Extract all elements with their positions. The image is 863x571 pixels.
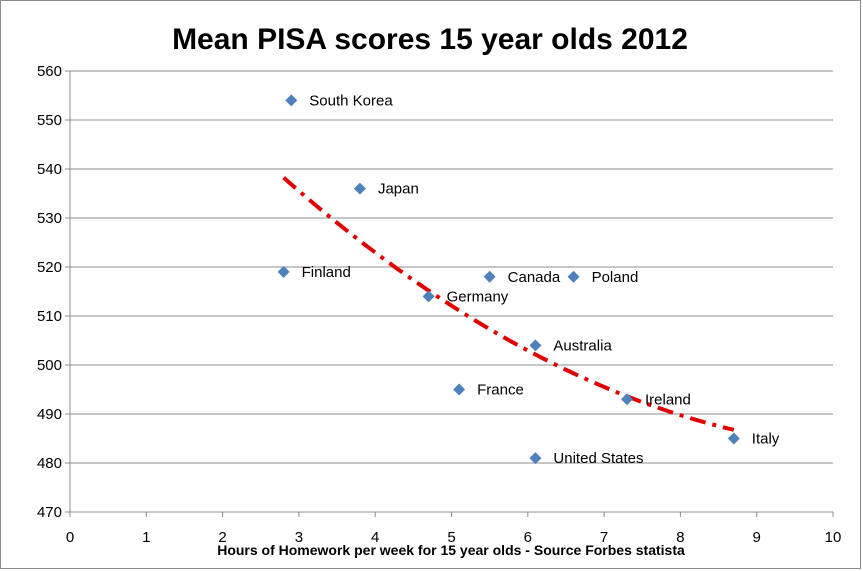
- x-tick-label-1: 1: [142, 529, 150, 546]
- y-tick-label-550: 550: [37, 112, 62, 129]
- point-label-japan: Japan: [378, 181, 419, 198]
- y-tick-label-510: 510: [37, 308, 62, 325]
- x-tick-label-4: 4: [371, 529, 379, 546]
- data-points: South Korea Japan Finland Canada Poland Germa…: [277, 92, 780, 467]
- point-label-finland: Finland: [302, 264, 351, 281]
- x-tick-label-3: 3: [295, 529, 303, 546]
- trendline: [282, 176, 735, 432]
- trendline-path: [282, 176, 735, 432]
- point-label-italy: Italy: [752, 431, 780, 448]
- point-label-united-states: United States: [553, 450, 643, 467]
- x-tick-label-5: 5: [447, 529, 455, 546]
- axes: 470 480 490 500 510 520 530 540 550 560 0 1 2 3 4 5 6 7 8 9…: [37, 63, 841, 546]
- point-poland: [567, 270, 580, 283]
- y-tick-label-540: 540: [37, 161, 62, 178]
- x-tick-label-8: 8: [676, 529, 684, 546]
- point-finland: [277, 265, 290, 278]
- point-australia: [529, 339, 542, 352]
- x-tick-label-10: 10: [825, 529, 842, 546]
- point-japan: [353, 182, 366, 195]
- point-france: [453, 383, 466, 396]
- point-label-germany: Germany: [447, 288, 509, 305]
- point-canada: [483, 270, 496, 283]
- x-axis-label: Hours of Homework per week for 15 year o…: [217, 542, 685, 558]
- y-tick-label-560: 560: [37, 63, 62, 80]
- point-italy: [727, 432, 740, 445]
- point-label-ireland: Ireland: [645, 391, 691, 408]
- point-label-poland: Poland: [592, 269, 639, 286]
- point-label-australia: Australia: [553, 337, 612, 354]
- point-south-korea: [285, 94, 298, 107]
- point-label-canada: Canada: [508, 269, 561, 286]
- point-ireland: [620, 393, 633, 406]
- y-tick-label-480: 480: [37, 455, 62, 472]
- x-tick-label-0: 0: [66, 529, 74, 546]
- y-tick-label-470: 470: [37, 504, 62, 521]
- point-label-south-korea: South Korea: [309, 92, 393, 109]
- y-tick-label-500: 500: [37, 357, 62, 374]
- x-tick-label-7: 7: [600, 529, 608, 546]
- y-tick-label-490: 490: [37, 406, 62, 423]
- gridlines: [70, 70, 833, 464]
- y-tick-label-530: 530: [37, 210, 62, 227]
- y-tick-label-520: 520: [37, 259, 62, 276]
- x-tick-label-9: 9: [753, 529, 761, 546]
- point-united-states: [529, 452, 542, 465]
- chart-title: Mean PISA scores 15 year olds 2012: [172, 23, 688, 56]
- x-tick-label-2: 2: [218, 529, 226, 546]
- x-tick-label-6: 6: [524, 529, 532, 546]
- point-germany: [422, 290, 435, 303]
- point-label-france: France: [477, 382, 524, 399]
